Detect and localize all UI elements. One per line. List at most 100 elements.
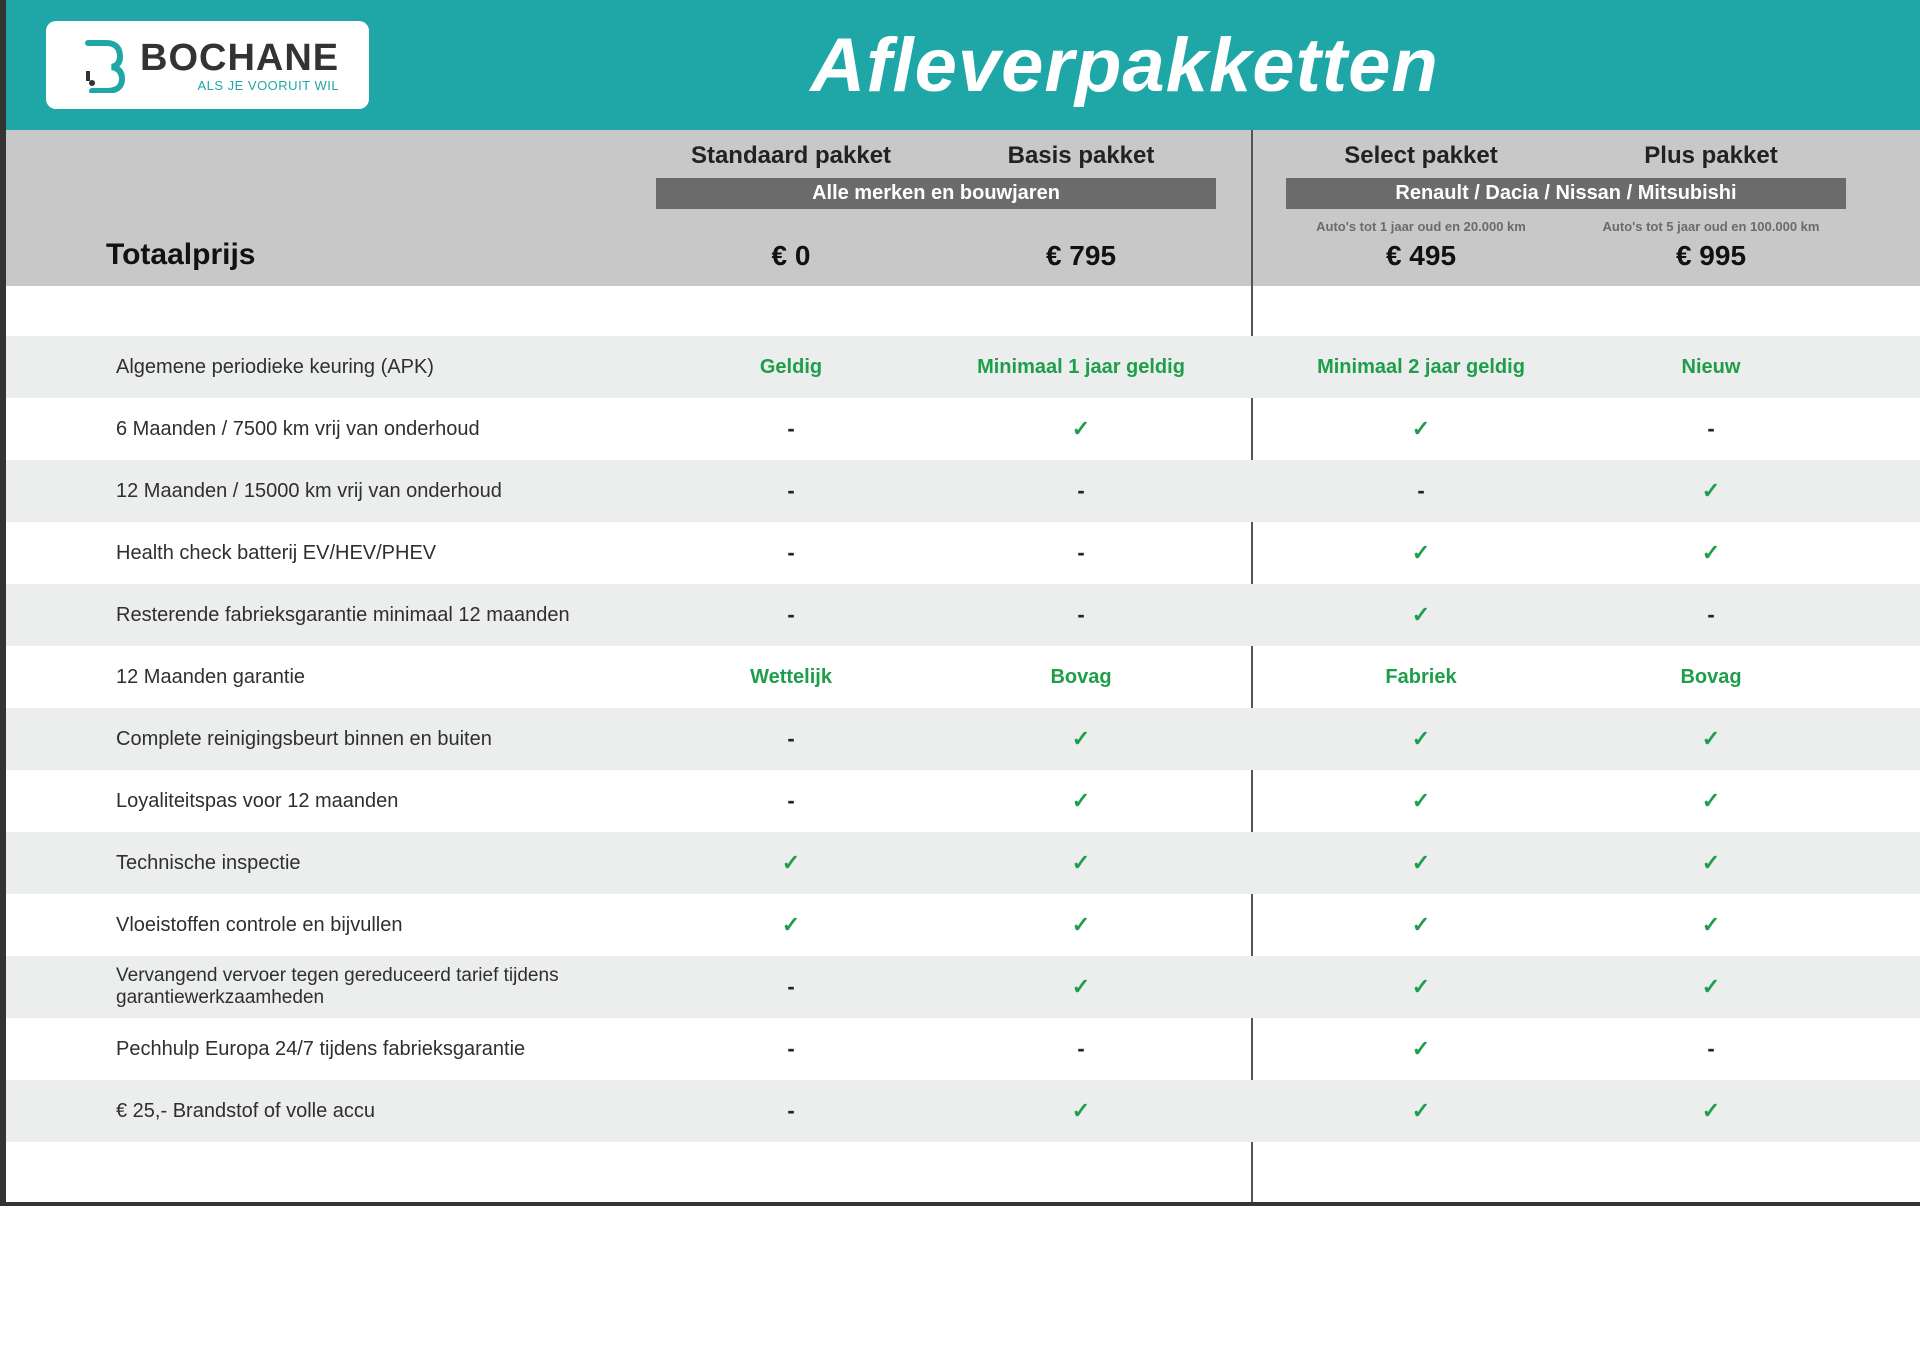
group-b-subtitle: Renault / Dacia / Nissan / Mitsubishi [1286, 178, 1846, 209]
logo-tagline: ALS JE VOORUIT WIL [140, 79, 339, 92]
price-select: € 495 [1276, 240, 1566, 276]
cell: - [646, 540, 936, 566]
check-icon: ✓ [1276, 850, 1566, 876]
cell: Minimaal 2 jaar geldig [1276, 356, 1566, 379]
check-icon: ✓ [1566, 974, 1856, 1000]
body: Standaard pakket Basis pakket Select pak… [6, 130, 1920, 1202]
check-icon: ✓ [1566, 850, 1856, 876]
row-label: Algemene periodieke keuring (APK) [6, 356, 646, 379]
cell: - [1566, 416, 1856, 442]
check-icon: ✓ [1566, 540, 1856, 566]
check-icon: ✓ [1276, 974, 1566, 1000]
check-icon: ✓ [1276, 602, 1566, 628]
price-plus: € 995 [1566, 240, 1856, 276]
cell: Minimaal 1 jaar geldig [936, 356, 1226, 379]
table-row: 6 Maanden / 7500 km vrij van onderhoud-✓… [6, 398, 1920, 460]
cell: - [936, 1036, 1226, 1062]
table-row: Loyaliteitspas voor 12 maanden-✓✓✓ [6, 770, 1920, 832]
table-row: 12 Maanden garantieWettelijkBovagFabriek… [6, 646, 1920, 708]
page: BOCHANE ALS JE VOORUIT WIL Afleverpakket… [0, 0, 1920, 1206]
table-row: 12 Maanden / 15000 km vrij van onderhoud… [6, 460, 1920, 522]
check-icon: ✓ [1566, 1098, 1856, 1124]
check-icon: ✓ [1276, 416, 1566, 442]
age-note-select: Auto's tot 1 jaar oud en 20.000 km [1276, 213, 1566, 234]
cell: - [646, 788, 936, 814]
row-label: 12 Maanden garantie [6, 666, 646, 689]
price-standaard: € 0 [646, 240, 936, 276]
cell: Wettelijk [646, 666, 936, 689]
check-icon: ✓ [1566, 478, 1856, 504]
cell: Nieuw [1566, 356, 1856, 379]
table-row: Vervangend vervoer tegen gereduceerd tar… [6, 956, 1920, 1018]
totals-label: Totaalprijs [6, 238, 646, 276]
table-row: Technische inspectie✓✓✓✓ [6, 832, 1920, 894]
group-a-subtitle: Alle merken en bouwjaren [656, 178, 1216, 209]
row-label: Vloeistoffen controle en bijvullen [6, 914, 646, 937]
check-icon: ✓ [1566, 726, 1856, 752]
logo-text: BOCHANE ALS JE VOORUIT WIL [140, 39, 339, 92]
row-label: Complete reinigingsbeurt binnen en buite… [6, 728, 646, 751]
check-icon: ✓ [1276, 1098, 1566, 1124]
check-icon: ✓ [936, 850, 1226, 876]
age-note-basis [936, 213, 1226, 219]
check-icon: ✓ [1566, 788, 1856, 814]
check-icon: ✓ [936, 416, 1226, 442]
cell: - [936, 540, 1226, 566]
logo-icon [76, 37, 126, 93]
check-icon: ✓ [646, 912, 936, 938]
cell: - [646, 726, 936, 752]
check-icon: ✓ [1276, 726, 1566, 752]
cell: - [646, 602, 936, 628]
row-label: 12 Maanden / 15000 km vrij van onderhoud [6, 480, 646, 503]
spacer [6, 286, 1920, 336]
logo: BOCHANE ALS JE VOORUIT WIL [46, 21, 369, 109]
table-row: Algemene periodieke keuring (APK)GeldigM… [6, 336, 1920, 398]
check-icon: ✓ [1566, 912, 1856, 938]
cell: Geldig [646, 356, 936, 379]
check-icon: ✓ [936, 912, 1226, 938]
table-row: € 25,- Brandstof of volle accu-✓✓✓ [6, 1080, 1920, 1142]
check-icon: ✓ [936, 974, 1226, 1000]
check-icon: ✓ [1276, 788, 1566, 814]
row-label: Pechhulp Europa 24/7 tijdens fabrieksgar… [6, 1038, 646, 1061]
page-title: Afleverpakketten [369, 22, 1880, 109]
header-bar: BOCHANE ALS JE VOORUIT WIL Afleverpakket… [6, 0, 1920, 130]
cell: - [646, 974, 936, 1000]
cell: - [1566, 602, 1856, 628]
cell: - [646, 478, 936, 504]
cell: - [646, 416, 936, 442]
cell: - [936, 602, 1226, 628]
row-label: Vervangend vervoer tegen gereduceerd tar… [6, 965, 646, 1009]
col-header-select: Select pakket [1276, 142, 1566, 174]
check-icon: ✓ [936, 788, 1226, 814]
cell: - [646, 1036, 936, 1062]
cell: - [1566, 1036, 1856, 1062]
cell: Bovag [1566, 666, 1856, 689]
row-label: Resterende fabrieksgarantie minimaal 12 … [6, 604, 646, 627]
row-label: Health check batterij EV/HEV/PHEV [6, 542, 646, 565]
row-label: € 25,- Brandstof of volle accu [6, 1100, 646, 1123]
feature-rows: Algemene periodieke keuring (APK)GeldigM… [6, 336, 1920, 1142]
table-row: Health check batterij EV/HEV/PHEV--✓✓ [6, 522, 1920, 584]
cell: - [1276, 478, 1566, 504]
column-header: Standaard pakket Basis pakket Select pak… [6, 130, 1920, 286]
table-row: Vloeistoffen controle en bijvullen✓✓✓✓ [6, 894, 1920, 956]
table-row: Pechhulp Europa 24/7 tijdens fabrieksgar… [6, 1018, 1920, 1080]
bottom-spacer [6, 1142, 1920, 1202]
cell: - [646, 1098, 936, 1124]
row-label: Loyaliteitspas voor 12 maanden [6, 790, 646, 813]
check-icon: ✓ [1276, 912, 1566, 938]
age-note-standaard [646, 213, 936, 219]
age-note-plus: Auto's tot 5 jaar oud en 100.000 km [1566, 213, 1856, 234]
row-label: 6 Maanden / 7500 km vrij van onderhoud [6, 418, 646, 441]
table-row: Resterende fabrieksgarantie minimaal 12 … [6, 584, 1920, 646]
check-icon: ✓ [936, 1098, 1226, 1124]
cell: - [936, 478, 1226, 504]
check-icon: ✓ [1276, 1036, 1566, 1062]
row-label: Technische inspectie [6, 852, 646, 875]
check-icon: ✓ [646, 850, 936, 876]
cell: Bovag [936, 666, 1226, 689]
logo-name: BOCHANE [140, 39, 339, 77]
col-header-basis: Basis pakket [936, 142, 1226, 174]
col-header-plus: Plus pakket [1566, 142, 1856, 174]
